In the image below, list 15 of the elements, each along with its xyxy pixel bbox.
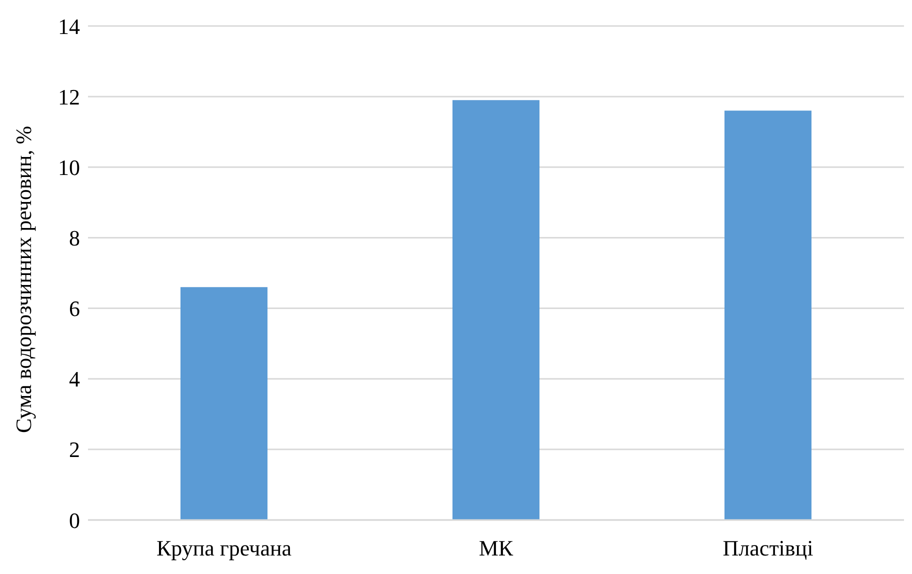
y-tick-label: 6 bbox=[69, 296, 80, 322]
y-tick-label: 4 bbox=[69, 366, 80, 392]
y-axis-title: Сума водорозчинних речовин, % bbox=[10, 126, 36, 433]
y-tick-label: 10 bbox=[58, 154, 80, 180]
x-tick-label: Пластівці bbox=[722, 536, 814, 561]
y-tick-label: 14 bbox=[58, 14, 80, 39]
y-tick-label: 8 bbox=[69, 226, 80, 251]
x-tick-label: Крупа гречана bbox=[156, 536, 292, 561]
x-tick-label: МК bbox=[478, 536, 514, 561]
y-tick-label: 0 bbox=[69, 508, 80, 533]
bar bbox=[180, 287, 268, 520]
bar bbox=[724, 110, 812, 520]
bar bbox=[452, 100, 540, 520]
y-tick-label: 2 bbox=[69, 437, 80, 462]
y-tick-label: 12 bbox=[58, 84, 80, 110]
